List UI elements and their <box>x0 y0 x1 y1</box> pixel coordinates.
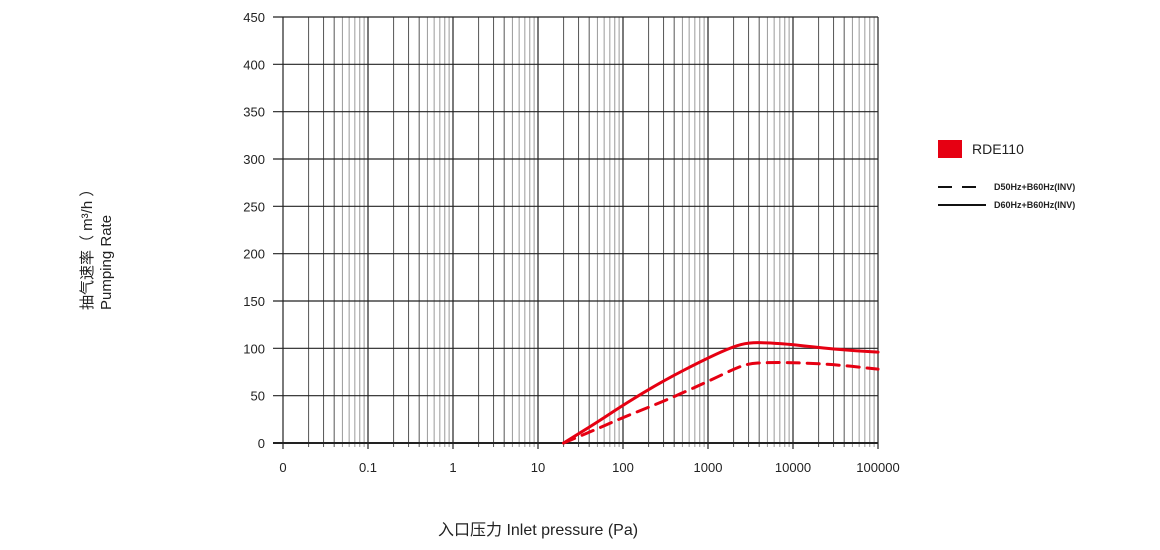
legend-model-label: RDE110 <box>972 141 1024 157</box>
data-series <box>562 341 880 445</box>
svg-text:350: 350 <box>243 105 265 120</box>
legend: RDE110 D50Hz+B60Hz(INV) D60Hz+B60Hz(INV) <box>938 140 1075 212</box>
svg-text:0: 0 <box>258 436 265 451</box>
legend-entry-solid: D60Hz+B60Hz(INV) <box>938 198 1075 212</box>
x-axis-title: 入口压力 Inlet pressure (Pa) <box>438 522 639 539</box>
svg-text:300: 300 <box>243 152 265 167</box>
series-d60hz-line <box>562 341 880 445</box>
svg-text:0: 0 <box>279 460 286 475</box>
tick-labels: 0 0.1 1 10 100 1000 10000 100000 0 50 100 150 200 250… <box>243 10 899 475</box>
svg-text:200: 200 <box>243 247 265 262</box>
y-axis-title: 抽气速率（ m³/h ） Pumping Rate <box>78 182 116 310</box>
svg-text:0.1: 0.1 <box>359 460 377 475</box>
solid-line-icon <box>938 204 986 206</box>
svg-text:1000: 1000 <box>694 460 723 475</box>
legend-model: RDE110 <box>938 140 1075 158</box>
svg-text:10000: 10000 <box>775 460 811 475</box>
legend-entry-dashed: D50Hz+B60Hz(INV) <box>938 180 1075 194</box>
dashed-line-icon <box>938 186 986 188</box>
legend-label-solid: D60Hz+B60Hz(INV) <box>994 200 1076 210</box>
svg-text:10: 10 <box>531 460 545 475</box>
legend-color-swatch <box>938 140 962 158</box>
minor-gridlines <box>308 17 875 447</box>
svg-text:450: 450 <box>243 10 265 25</box>
series-d50hz-line <box>562 361 880 445</box>
svg-text:100000: 100000 <box>856 460 899 475</box>
y-axis-title-cn: 抽气速率（ m³/h ） <box>79 181 96 310</box>
y-axis-title-en: Pumping Rate <box>98 214 115 310</box>
svg-text:1: 1 <box>449 460 456 475</box>
svg-text:50: 50 <box>251 389 265 404</box>
svg-text:150: 150 <box>243 294 265 309</box>
svg-text:100: 100 <box>243 341 265 356</box>
major-gridlines <box>273 16 879 449</box>
svg-text:400: 400 <box>243 57 265 72</box>
svg-text:250: 250 <box>243 199 265 214</box>
legend-label-dashed: D50Hz+B60Hz(INV) <box>994 182 1076 192</box>
svg-text:100: 100 <box>612 460 634 475</box>
